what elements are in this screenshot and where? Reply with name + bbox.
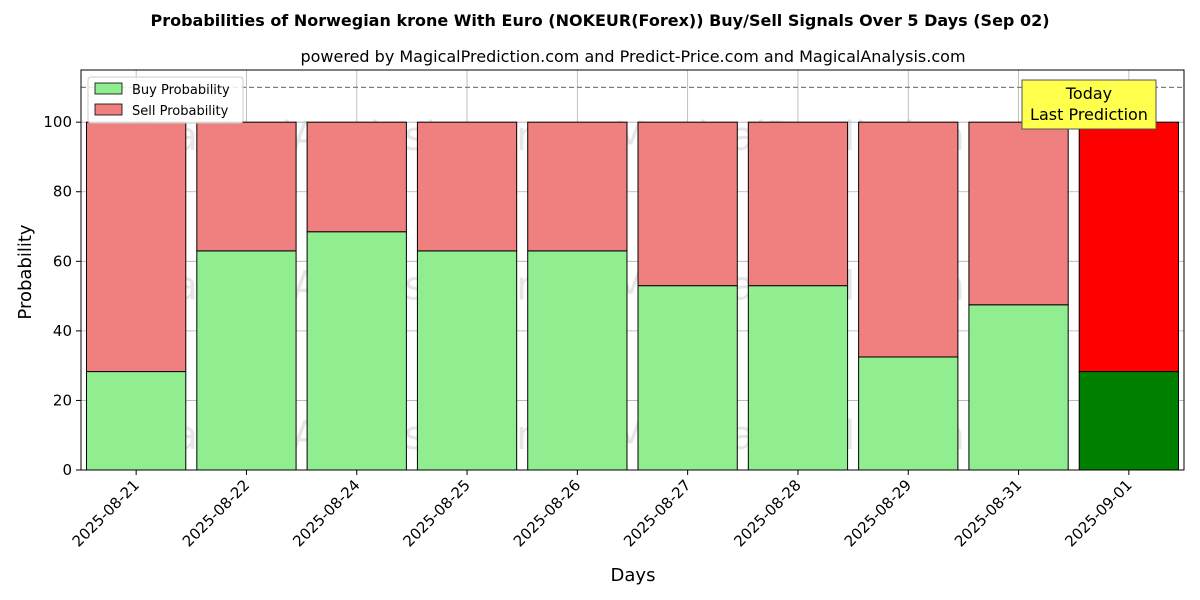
y-tick-label: 100: [43, 113, 72, 131]
y-axis: 0 20 40 60 80 100: [43, 113, 81, 479]
x-tick-label: 2025-08-27: [620, 476, 694, 550]
y-tick-label: 20: [53, 391, 72, 409]
legend-label-buy: Buy Probability: [132, 83, 230, 98]
bar-sell: [86, 121, 187, 373]
bars-layer: [86, 121, 1179, 471]
bar-buy: [637, 285, 738, 471]
y-tick-label: 60: [53, 252, 72, 270]
bar-buy: [1078, 371, 1179, 471]
bar-sell: [416, 121, 518, 252]
y-tick-label: 80: [53, 183, 72, 201]
bar-sell: [306, 121, 407, 233]
chart-subtitle: powered by MagicalPrediction.com and Pre…: [300, 47, 965, 66]
x-tick-label: 2025-08-29: [841, 476, 915, 550]
x-tick-label: 2025-08-21: [69, 476, 143, 550]
x-tick-label: 2025-08-25: [399, 476, 473, 550]
y-axis-label: Probability: [15, 224, 36, 319]
x-tick-label: 2025-09-01: [1061, 476, 1135, 550]
bar-sell: [858, 121, 959, 358]
plot-frame: [80, 69, 1185, 471]
bar-sell: [637, 121, 738, 287]
bar-buy: [968, 304, 1069, 471]
x-axis: 2025-08-21 2025-08-22 2025-08-24 2025-08-25…: [69, 470, 1136, 550]
x-tick-label: 2025-08-22: [179, 476, 253, 550]
y-tick-label: 40: [53, 322, 72, 340]
annotation-line-2: Last Prediction: [1030, 105, 1148, 124]
x-tick-label: 2025-08-31: [951, 476, 1025, 550]
bar-buy: [747, 285, 849, 471]
bar-buy: [858, 356, 959, 471]
bar-sell: [747, 121, 849, 287]
bar-buy: [416, 250, 518, 471]
bar-sell: [968, 121, 1069, 306]
legend-box: [87, 76, 244, 124]
bar-buy: [306, 231, 407, 471]
annotation-box: [1021, 79, 1157, 130]
bar-buy: [196, 250, 297, 471]
annotation-line-1: Today: [1065, 84, 1112, 103]
x-axis-label: Days: [611, 565, 656, 586]
legend: Buy Probability Sell Probability: [87, 76, 244, 124]
bar-sell: [1078, 121, 1179, 373]
y-tick-label: 0: [62, 461, 72, 479]
x-tick-label: 2025-08-26: [510, 476, 584, 550]
bar-sell: [196, 121, 297, 252]
today-annotation: Today Last Prediction: [1021, 79, 1157, 130]
legend-swatch-buy: [94, 82, 123, 95]
chart-title: Probabilities of Norwegian krone With Eu…: [150, 11, 1049, 30]
legend-label-sell: Sell Probability: [132, 104, 229, 119]
bar-buy: [527, 250, 628, 471]
bar-sell: [527, 121, 628, 252]
bar-buy: [86, 371, 187, 471]
x-tick-label: 2025-08-28: [730, 476, 804, 550]
legend-swatch-sell: [94, 103, 123, 116]
x-tick-label: 2025-08-24: [289, 476, 363, 550]
